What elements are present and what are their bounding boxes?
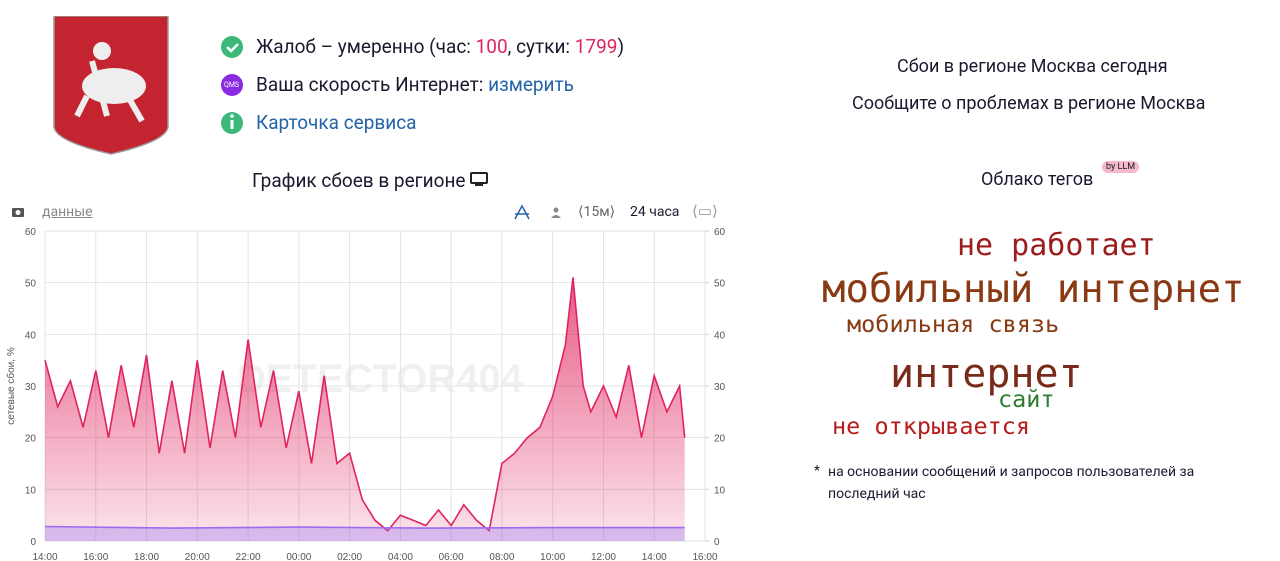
y-tick-label: 10 — [25, 485, 37, 496]
calendar-nav[interactable]: ⟨▭⟩ — [692, 202, 718, 220]
watermark: DETECTOR404 — [237, 357, 524, 401]
text: , сутки: — [507, 35, 575, 58]
x-tick-label: 06:00 — [439, 552, 464, 561]
tag[interactable]: сайт — [998, 385, 1055, 413]
text: Ваша скорость Интернет: — [256, 73, 484, 96]
qms-icon: QMS — [224, 81, 240, 89]
y-tick-label: 50 — [25, 279, 37, 290]
speed-row: Ваша скорость Интернет: измерить — [256, 73, 574, 96]
area — [45, 526, 685, 541]
tag[interactable]: не открывается — [832, 412, 1031, 440]
x-tick-label: 18:00 — [134, 552, 159, 561]
complaints-status: Жалоб – умеренно (час: 100, сутки: 1799) — [256, 35, 624, 58]
chart-heading: График сбоев в регионе — [252, 169, 489, 192]
outages-link[interactable]: Сбои в регионе Москва сегодня — [897, 56, 1168, 77]
x-tick-label: 00:00 — [286, 552, 311, 561]
x-tick-label: 10:00 — [540, 552, 565, 561]
y2-tick-label: 10 — [714, 485, 726, 496]
y-tick-label: 20 — [25, 434, 37, 445]
text: Жалоб – умеренно (час: — [256, 35, 476, 58]
tag[interactable]: мобильная связь — [847, 310, 1060, 338]
y-tick-label: 30 — [25, 382, 37, 393]
camera-icon[interactable] — [11, 205, 25, 219]
area — [45, 277, 685, 541]
x-tick-label: 16:00 — [83, 552, 108, 561]
x-tick-label: 14:00 — [32, 552, 57, 561]
tag[interactable]: мобильный интернет — [822, 267, 1245, 312]
tag-cloud-title: Облако тегов — [981, 169, 1094, 190]
tag[interactable]: интернет — [890, 351, 1083, 397]
llm-badge: by LLM — [1102, 161, 1140, 173]
tag[interactable]: не работает — [957, 228, 1156, 263]
y2-tick-label: 60 — [714, 227, 726, 238]
interval-label: 15м — [583, 204, 610, 220]
data-link[interactable]: данные — [42, 204, 93, 220]
y-tick-label: 40 — [25, 330, 37, 341]
measure-link[interactable]: измерить — [488, 73, 574, 96]
x-tick-label: 20:00 — [185, 552, 210, 561]
note: на основании сообщений и запросов пользо… — [828, 464, 1195, 502]
x-tick-label: 22:00 — [236, 552, 261, 561]
status-icons — [221, 36, 243, 134]
x-tick-label: 12:00 — [591, 552, 616, 561]
y-tick-label: 0 — [30, 537, 36, 548]
range[interactable]: 24 часа — [630, 204, 680, 220]
y2-tick-label: 20 — [714, 434, 726, 445]
text: График сбоев в регионе — [252, 169, 466, 192]
monitor-icon — [470, 172, 489, 186]
coat-of-arms — [53, 16, 169, 155]
text: ) — [617, 35, 625, 58]
x-tick-label: 08:00 — [489, 552, 514, 561]
y2-tick-label: 50 — [714, 279, 726, 290]
x-tick-label: 16:00 — [692, 552, 717, 561]
x-tick-label: 02:00 — [337, 552, 362, 561]
y2-tick-label: 40 — [714, 330, 726, 341]
y-tick-label: 60 — [25, 227, 37, 238]
day-count: 1799 — [574, 35, 618, 58]
report-link[interactable]: Сообщите о проблемах в регионе Москва — [852, 93, 1206, 114]
chart: DETECTOR404 0 10 20 30 40 50 60 0 10 20 30 40 50 60 14… — [5, 227, 726, 561]
y-axis-label: сетевые сбои, % — [5, 347, 17, 425]
y2-tick-label: 0 — [714, 537, 720, 548]
line — [44, 525, 685, 529]
interval[interactable]: ⟨15м⟩ — [578, 204, 616, 220]
card-link[interactable]: Карточка сервиса — [256, 111, 417, 134]
line — [44, 277, 686, 533]
y2-tick-label: 30 — [714, 382, 726, 393]
x-tick-label: 14:00 — [642, 552, 667, 561]
note-mark: * — [814, 463, 821, 479]
toolbar-icons[interactable] — [513, 204, 573, 220]
x-tick-label: 04:00 — [388, 552, 413, 561]
hour-count: 100 — [475, 35, 508, 58]
